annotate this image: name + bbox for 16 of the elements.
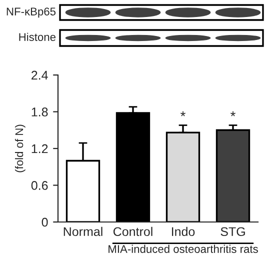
annotation: * (180, 111, 186, 116)
y-tick-label: 1.8 (32, 108, 48, 116)
x-tick-label: Normal (64, 226, 102, 236)
text: Histone (19, 32, 56, 41)
bar (216, 129, 250, 222)
y-tick-label: 0 (42, 218, 48, 227)
x-tick-label: Indo (172, 226, 195, 236)
text: NF-κBp65 (6, 8, 56, 18)
y-tick-label: 0.6 (31, 181, 48, 190)
x-axis-title: MIA-induced osteoarthritis rats (108, 244, 258, 253)
x-tick-label: Control (113, 226, 152, 236)
y-tick-label: 1.2 (32, 144, 48, 154)
x-tick-label: STG (220, 227, 245, 236)
y-axis-title: (fold of N) (14, 124, 26, 172)
y-tick-label: 2.4 (32, 70, 48, 80)
annotation: * (230, 111, 236, 116)
